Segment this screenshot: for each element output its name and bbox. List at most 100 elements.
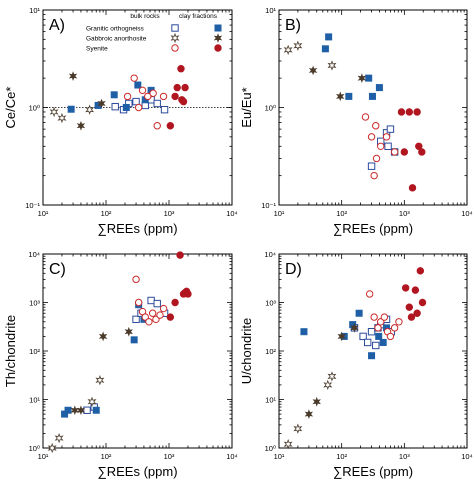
data-point xyxy=(327,60,337,71)
data-point xyxy=(138,86,147,95)
plot-frame xyxy=(278,253,468,449)
y-axis-title: Th/chondrite xyxy=(3,315,18,387)
x-tick-label: 10⁴ xyxy=(461,452,473,461)
y-axis-title: U/chondrite xyxy=(239,318,254,384)
legend-header: bulk rocks xyxy=(130,13,160,20)
data-point xyxy=(337,331,346,342)
data-point xyxy=(130,74,138,82)
x-axis-title: ∑REEs (ppm) xyxy=(97,221,177,236)
data-point xyxy=(325,33,333,41)
data-point xyxy=(377,142,385,150)
y-tick-label: 10⁻¹ xyxy=(261,201,276,210)
x-tick-label: 10³ xyxy=(164,452,175,461)
data-point xyxy=(83,406,91,414)
data-point xyxy=(367,327,376,336)
y-tick-label: 10¹ xyxy=(29,396,40,405)
y-tick-label: 10³ xyxy=(29,299,40,308)
data-point xyxy=(386,125,395,133)
x-axis-title: ∑REEs (ppm) xyxy=(97,464,177,479)
x-tick-label: 10¹ xyxy=(274,452,285,461)
data-point xyxy=(312,396,321,407)
data-point xyxy=(415,142,423,150)
data-point xyxy=(97,98,106,109)
plot-frame xyxy=(42,253,233,449)
x-tick-label: 10¹ xyxy=(38,209,49,218)
data-point xyxy=(323,379,333,391)
data-point xyxy=(54,432,64,444)
data-point xyxy=(76,405,86,416)
data-point xyxy=(374,324,382,332)
data-point xyxy=(390,324,399,332)
data-point xyxy=(149,89,157,97)
data-point xyxy=(365,290,374,298)
data-point xyxy=(130,336,138,344)
data-point xyxy=(355,309,363,317)
data-point xyxy=(304,409,314,419)
data-point xyxy=(379,338,387,346)
data-point xyxy=(413,108,421,116)
x-tick-label: 10⁴ xyxy=(226,452,238,461)
data-point xyxy=(370,313,378,321)
data-point xyxy=(361,113,370,121)
legend: bulk rocks clay fractions Granitic orthogn… xyxy=(86,13,223,53)
data-point xyxy=(134,103,143,112)
data-point xyxy=(159,304,168,313)
data-point xyxy=(413,309,421,317)
data-point xyxy=(372,341,380,350)
data-point xyxy=(76,120,86,131)
panel-label: C) xyxy=(49,261,66,278)
data-point xyxy=(382,133,391,141)
data-point xyxy=(401,284,410,292)
data-point xyxy=(408,184,417,192)
data-point xyxy=(375,332,383,340)
data-point xyxy=(370,171,378,180)
data-point xyxy=(380,313,389,321)
data-point xyxy=(64,406,72,414)
data-point xyxy=(147,296,155,305)
data-point xyxy=(141,313,149,321)
data-point xyxy=(122,104,130,112)
data-point xyxy=(368,352,376,360)
data-point xyxy=(336,91,345,102)
data-points xyxy=(283,267,427,450)
x-tick-label: 10² xyxy=(336,209,347,218)
data-point xyxy=(57,112,67,124)
y-tick-label: 10² xyxy=(265,347,276,356)
data-point xyxy=(367,162,376,170)
legend-marker xyxy=(171,44,179,52)
data-point xyxy=(405,303,413,311)
data-points xyxy=(283,33,426,192)
data-point xyxy=(177,65,185,73)
data-point xyxy=(365,74,373,82)
data-point xyxy=(283,44,293,56)
data-point xyxy=(293,423,303,434)
data-point xyxy=(377,318,385,326)
data-point xyxy=(123,92,132,101)
data-point xyxy=(166,122,175,130)
legend-marker xyxy=(214,24,222,32)
panel-b: 10¹ 10² 10³ 10⁴ 10⁻¹ 10⁰ 10¹ ∑REEs (ppm) Eu/Eu* B… xyxy=(239,6,473,236)
x-tick-label: 10⁴ xyxy=(226,209,238,218)
data-point xyxy=(372,122,380,130)
data-point xyxy=(327,371,337,382)
y-tick-label: 10¹ xyxy=(29,6,40,15)
data-point xyxy=(171,92,179,101)
data-point xyxy=(70,405,80,416)
y-tick-label: 10² xyxy=(29,347,40,356)
data-point xyxy=(395,318,403,326)
y-tick-label: 10¹ xyxy=(265,6,276,15)
data-point xyxy=(85,104,95,115)
data-point xyxy=(181,83,189,92)
legend-entry: Granitic orthogneiss xyxy=(86,26,145,33)
x-tick-label: 10¹ xyxy=(38,452,49,461)
data-point xyxy=(397,108,406,116)
data-point xyxy=(87,396,97,407)
x-tick-label: 10¹ xyxy=(274,209,285,218)
data-point xyxy=(293,40,303,51)
data-point xyxy=(153,299,161,308)
data-point xyxy=(308,65,318,76)
data-point xyxy=(132,315,140,324)
data-point xyxy=(171,298,179,307)
